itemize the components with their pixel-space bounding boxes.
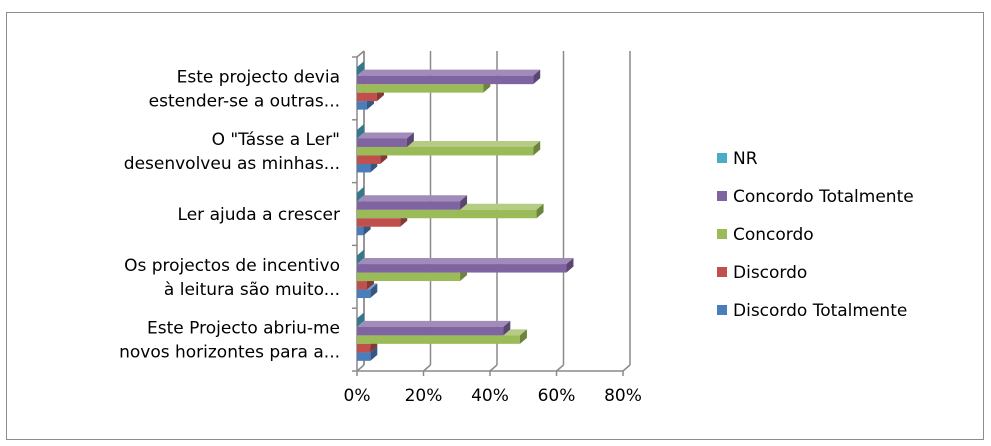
bar (357, 209, 537, 219)
y-axis-top (356, 50, 365, 58)
bar-top (357, 320, 511, 327)
bar-top (357, 132, 414, 139)
bar (357, 84, 484, 93)
category-label: Os projectos de incentivo (124, 256, 340, 276)
bar (357, 352, 371, 361)
gridline-floor (423, 364, 431, 372)
bar (357, 226, 364, 236)
category-label: Este Projecto abriu-me (147, 319, 340, 339)
bar (357, 326, 504, 336)
bar-side (357, 61, 364, 76)
bar-side (357, 312, 364, 327)
legend-swatch (717, 267, 727, 277)
bar-top (357, 195, 468, 202)
gridline-floor (356, 364, 365, 372)
bar (357, 138, 407, 147)
bar-side (566, 258, 574, 273)
bar-side (519, 329, 527, 344)
category-label: desenvolveu as minhas... (124, 154, 340, 174)
x-tick-label: 0% (344, 386, 371, 406)
bar-side (533, 140, 541, 156)
category-label: O "Tásse a Ler" (212, 130, 340, 150)
gridline-floor (489, 364, 498, 372)
bar-side (533, 69, 541, 85)
bar-side (460, 195, 468, 210)
bar-side (357, 249, 364, 265)
bar (357, 101, 367, 110)
x-tick-label: 80% (604, 386, 642, 406)
bar (357, 281, 367, 290)
category-label: Ler ajuda a crescer (178, 205, 340, 225)
bar (357, 218, 401, 227)
legend-label: Concordo Totalmente (733, 187, 914, 207)
bar (357, 155, 381, 164)
legend-swatch (717, 153, 727, 163)
category-label: Este projecto devia (177, 67, 340, 87)
bar-side (370, 346, 378, 361)
bar (357, 272, 461, 282)
category-label: novos horizontes para a... (119, 343, 340, 363)
labels: 0% 20% 40% 60% 80% Este Projecto abriu-me novo… (119, 67, 642, 406)
bar (357, 335, 520, 344)
bars (357, 61, 574, 361)
bar (357, 92, 377, 102)
bar-side (406, 132, 414, 147)
bar (357, 201, 461, 210)
bar (357, 163, 371, 173)
x-tick-label: 60% (538, 386, 576, 406)
legend: NR Concordo Totalmente Concordo Discordo Dis… (717, 149, 914, 321)
bar-side (357, 186, 364, 202)
bar (357, 289, 371, 299)
bar-side (503, 320, 511, 336)
legend-swatch (717, 191, 727, 201)
category-label: à leitura são muito... (164, 280, 340, 300)
gridline-floor (556, 364, 564, 372)
bar (357, 146, 534, 156)
category-label: estender-se a outras... (149, 91, 340, 111)
legend-swatch (717, 305, 727, 315)
bar-side (357, 123, 364, 139)
gridline-floor (622, 364, 631, 372)
bar (357, 343, 371, 353)
legend-label: NR (733, 149, 758, 169)
bar-top (357, 258, 574, 265)
bar-side (370, 283, 378, 299)
bar-side (536, 203, 544, 219)
legend-swatch (717, 229, 727, 239)
legend-label: Concordo (733, 225, 814, 245)
x-tick-label: 20% (405, 386, 443, 406)
bar (357, 264, 567, 273)
bar (357, 75, 534, 85)
bar-top (357, 69, 541, 76)
x-tick-label: 40% (471, 386, 509, 406)
legend-label: Discordo Totalmente (733, 301, 907, 321)
legend-label: Discordo (733, 263, 807, 283)
